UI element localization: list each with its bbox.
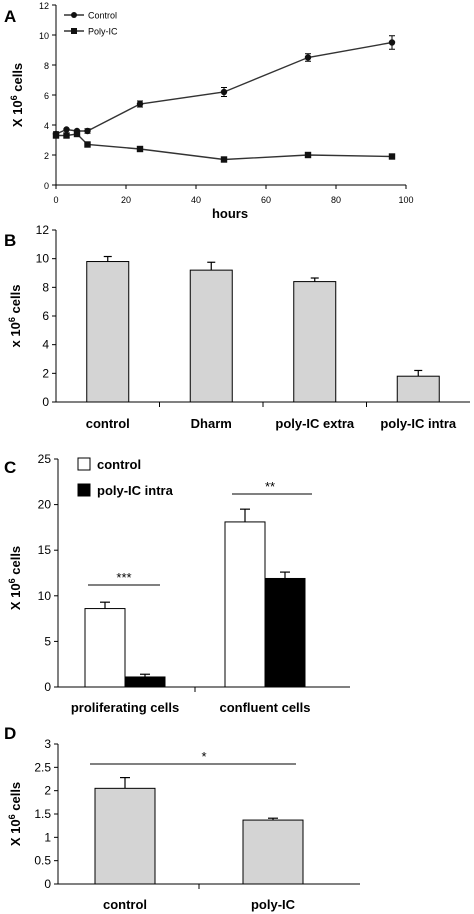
x-axis-label: hours (212, 206, 248, 221)
data-point-square (73, 130, 81, 138)
y-tick-label: 5 (44, 634, 51, 648)
x-tick-label: 100 (398, 195, 413, 205)
legend-swatch-1 (77, 483, 91, 497)
y-tick-label: 10 (39, 31, 49, 41)
data-point-square (304, 151, 312, 159)
panel-b-chart: B 0 2 4 6 8 10 12 x 106 cells control Dharm poly-IC… (4, 223, 470, 431)
y-tick-label: 12 (39, 1, 49, 11)
bar-2 (293, 281, 337, 403)
y-tick-label: 20 (38, 498, 52, 512)
y-tick-label: 6 (44, 91, 49, 101)
category-label-0: proliferating cells (71, 700, 179, 715)
legend-label-0: Control (88, 11, 117, 21)
y-tick-label: 4 (42, 338, 49, 352)
y-tick-label: 6 (42, 309, 49, 323)
bar-1 (242, 819, 304, 885)
data-point-circle (220, 88, 228, 96)
bar-0-1 (124, 676, 166, 688)
y-tick-label: 10 (36, 252, 50, 266)
bar-3 (396, 375, 440, 403)
category-label-3: poly-IC intra (380, 416, 457, 431)
y-axis-label: x 106 cells (7, 285, 23, 348)
panel-label-B: B (4, 231, 16, 250)
bar-0 (86, 261, 130, 403)
panel-label-C: C (4, 458, 16, 477)
y-tick-label: 3 (44, 737, 51, 751)
data-point-circle (63, 126, 70, 133)
panel-d-chart: D 0 0.5 1 1.5 2 2.5 3 X 106 cells control poly-IC * (4, 724, 360, 912)
bar-1 (189, 269, 233, 403)
x-tick-label: 0 (53, 195, 58, 205)
data-point-circle (136, 100, 144, 108)
bar-0 (94, 787, 156, 885)
data-point-circle (84, 127, 91, 135)
data-point-circle (388, 39, 396, 46)
bar-0-0 (84, 608, 126, 688)
significance-label-0: *** (116, 570, 131, 585)
y-tick-label: 0 (44, 877, 51, 891)
y-tick-label: 1.5 (34, 807, 51, 821)
y-tick-label: 4 (44, 121, 49, 131)
x-tick-label: 40 (191, 195, 201, 205)
y-tick-label: 10 (38, 589, 52, 603)
legend-label-1: Poly-IC (88, 27, 118, 37)
data-point-square (63, 132, 70, 139)
y-tick-label: 8 (42, 280, 49, 294)
data-point-square (388, 153, 396, 160)
y-tick-label: 0 (44, 680, 51, 694)
y-tick-label: 2.5 (34, 760, 51, 774)
y-tick-label: 0 (44, 181, 49, 191)
data-point-square (136, 145, 144, 153)
panel-label-D: D (4, 724, 16, 743)
y-tick-label: 2 (42, 366, 49, 380)
y-tick-label: 15 (38, 543, 52, 557)
y-tick-label: 2 (44, 784, 51, 798)
y-axis-label: X 106 cells (7, 782, 23, 846)
data-point-square (84, 141, 91, 148)
x-tick-label: 60 (261, 195, 271, 205)
y-tick-label: 0 (42, 395, 49, 409)
legend-label-0: control (97, 457, 141, 472)
y-tick-label: 8 (44, 61, 49, 71)
category-label-1: poly-IC (251, 897, 296, 912)
data-point-circle (304, 54, 312, 61)
legend-marker-circle (71, 12, 77, 18)
category-label-0: control (86, 416, 130, 431)
y-tick-label: 1 (44, 830, 51, 844)
category-label-1: Dharm (191, 416, 232, 431)
y-tick-label: 12 (36, 223, 50, 237)
panel-a-chart: A 0 2 4 6 8 10 12 0 20 40 60 80 100 hours X 106 cells Co… (4, 1, 414, 221)
series-line-1 (56, 133, 393, 161)
category-label-1: confluent cells (219, 700, 310, 715)
y-tick-label: 2 (44, 151, 49, 161)
significance-label-1: ** (265, 479, 275, 494)
y-tick-label: 25 (38, 452, 52, 466)
legend-marker-square (71, 28, 77, 34)
category-label-2: poly-IC extra (275, 416, 355, 431)
y-axis-label: X 106 cells (7, 546, 23, 610)
panel-label-A: A (4, 7, 16, 26)
data-point-square (220, 156, 228, 163)
bar-1-0 (224, 521, 266, 688)
category-label-0: control (103, 897, 147, 912)
bar-1-1 (264, 577, 306, 688)
y-tick-label: 0.5 (34, 854, 51, 868)
legend-label-1: poly-IC intra (97, 483, 174, 498)
panel-c-chart: C 0 5 10 15 20 25 X 106 cells proliferating cell… (4, 452, 350, 715)
legend-swatch-0 (77, 457, 91, 471)
x-tick-label: 20 (121, 195, 131, 205)
significance-label-0: * (201, 749, 206, 764)
x-tick-label: 80 (331, 195, 341, 205)
y-axis-label: X 106 cells (9, 63, 25, 127)
data-point-square (52, 132, 60, 139)
